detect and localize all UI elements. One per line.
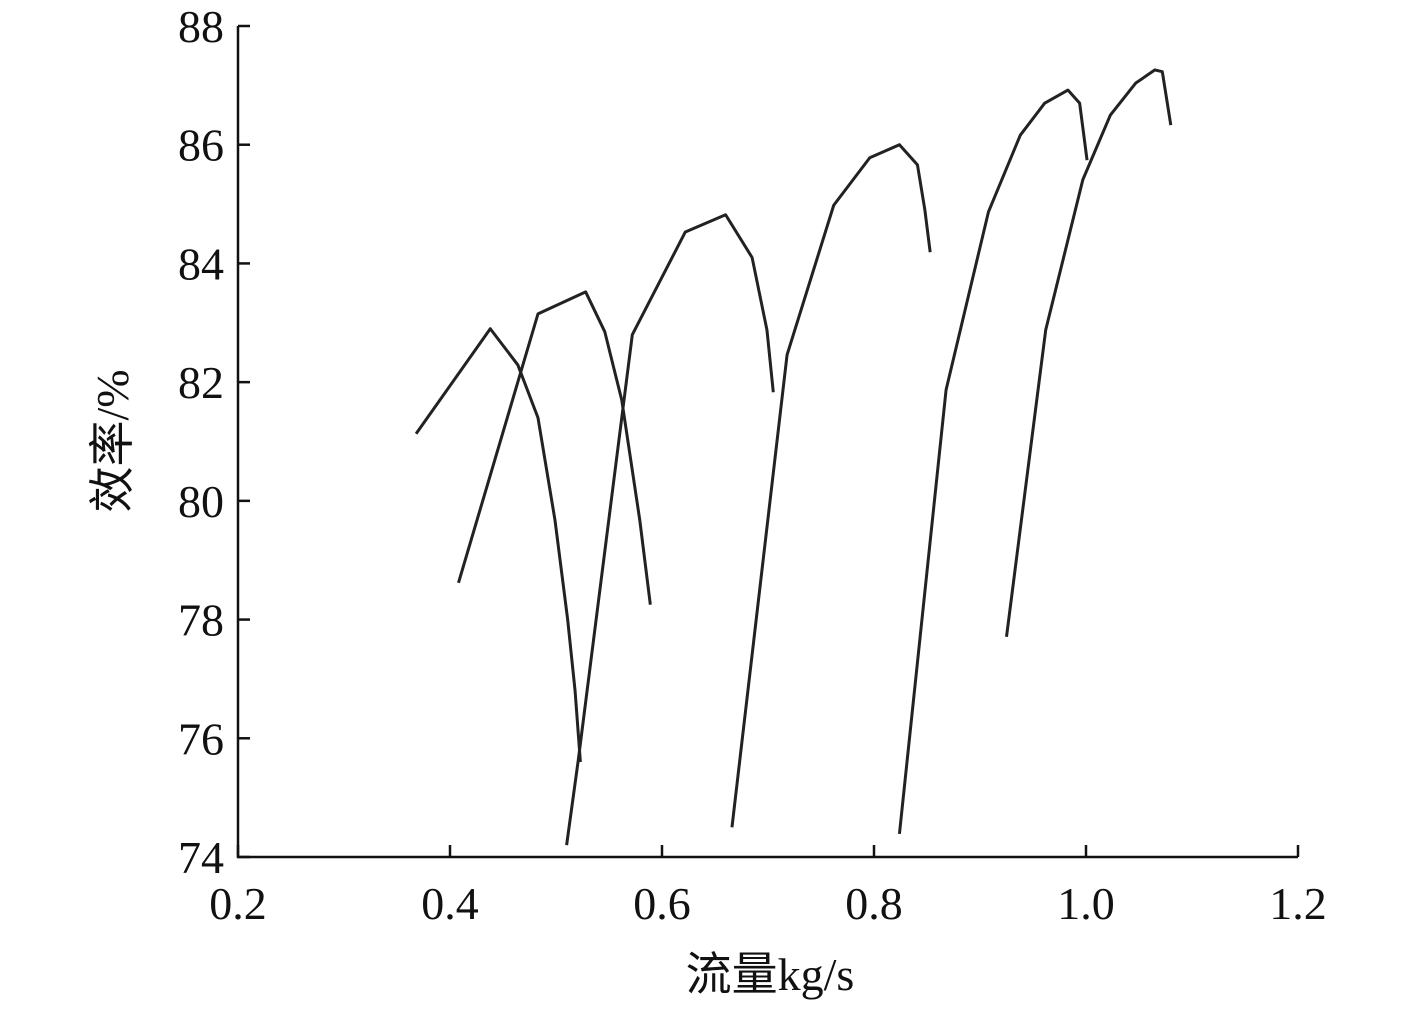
x-tick-label: 0.4 bbox=[421, 878, 479, 929]
y-tick-label: 78 bbox=[178, 595, 224, 646]
efficiency-line bbox=[414, 327, 582, 763]
x-axis-label: 流量kg/s bbox=[686, 949, 855, 1000]
efficiency-line bbox=[1005, 68, 1173, 637]
y-tick-label: 88 bbox=[178, 1, 224, 52]
x-tick-label: 0.2 bbox=[209, 878, 267, 929]
x-tick-label: 0.8 bbox=[845, 878, 903, 929]
y-axis-label: 效率/% bbox=[87, 369, 138, 512]
efficiency-line bbox=[897, 88, 1089, 835]
y-tick-label: 80 bbox=[178, 476, 224, 527]
x-tick-label: 0.6 bbox=[633, 878, 691, 929]
y-tick-label: 84 bbox=[178, 238, 224, 289]
efficiency-line bbox=[730, 143, 932, 828]
axes bbox=[236, 26, 1298, 859]
efficiency-line bbox=[565, 213, 775, 846]
y-tick-label: 86 bbox=[178, 120, 224, 171]
efficiency-line bbox=[457, 290, 652, 605]
x-tick-label: 1.2 bbox=[1269, 878, 1327, 929]
y-tick-label: 76 bbox=[178, 713, 224, 764]
y-tick-label: 74 bbox=[178, 832, 224, 883]
x-tick-label: 1.0 bbox=[1057, 878, 1115, 929]
y-tick-label: 82 bbox=[178, 357, 224, 408]
